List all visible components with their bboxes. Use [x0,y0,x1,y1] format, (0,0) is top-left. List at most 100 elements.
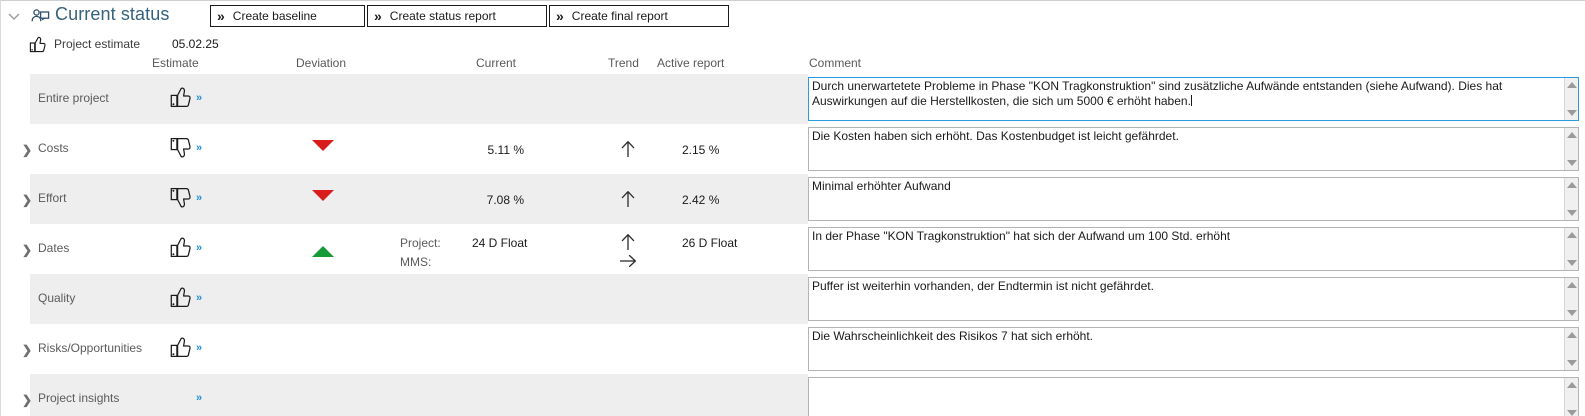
column-header-active-report: Active report [657,56,725,70]
scroll-down-icon[interactable] [1567,210,1577,216]
trend-arrow-right-icon [618,251,638,271]
active-report-value: 26 D Float [682,236,738,250]
scroll-up-icon[interactable] [1567,282,1577,288]
create-baseline-label: Create baseline [232,9,317,23]
comment-textarea[interactable]: Minimal erhöhter Aufwand [808,177,1579,221]
row-expander-costs[interactable]: ❯ [21,143,33,157]
thumbs-up-icon[interactable] [28,35,48,54]
panel-top-divider [0,0,1585,1]
status-person-icon [30,7,50,27]
row-expander-effort[interactable]: ❯ [21,193,33,207]
trend-cell [600,124,658,174]
estimate-detail-link[interactable]: » [196,342,203,354]
double-chevron-right-icon: » [556,8,564,24]
create-baseline-button[interactable]: » Create baseline [210,5,365,27]
comment-textarea[interactable]: Die Wahrscheinlichkeit des Risikos 7 hat… [808,327,1579,371]
scroll-down-icon[interactable] [1567,310,1577,316]
chevron-down-icon[interactable] [5,8,23,26]
comment-scrollbar[interactable] [1564,378,1578,416]
comment-textarea[interactable]: Die Kosten haben sich erhöht. Das Kosten… [808,127,1579,171]
current-value: 5.11 % [487,143,524,157]
comment-scrollbar[interactable] [1564,228,1578,270]
thumbs-up-icon[interactable] [168,235,194,261]
current-cell: 7.08 % [380,174,540,224]
page-title: Current status [55,4,170,24]
active-report-cell [658,324,798,374]
current-cell: 5.11 % [380,124,540,174]
comment-textarea[interactable]: In der Phase "KON Tragkonstruktion" hat … [808,227,1579,271]
comment-scrollbar[interactable] [1564,128,1578,170]
trend-arrow-up-icon [618,232,638,252]
row-background [30,74,808,124]
comment-text: In der Phase "KON Tragkonstruktion" hat … [812,229,1231,243]
scroll-down-icon[interactable] [1567,160,1577,166]
current-cell [380,374,540,416]
estimate-detail-link[interactable]: » [196,192,203,204]
current-value: 7.08 % [486,193,524,207]
comment-scrollbar[interactable] [1564,328,1578,370]
trend-cell [600,324,658,374]
scroll-up-icon[interactable] [1567,332,1577,338]
scroll-up-icon[interactable] [1567,382,1577,388]
scroll-down-icon[interactable] [1567,110,1577,116]
table-row[interactable]: ❯ Costs » 5.11 % 2.15 % [0,124,1585,174]
trend-cell [600,274,658,324]
column-header-comment: Comment [809,56,862,70]
trend-cell [600,74,658,124]
column-header-trend: Trend [608,56,639,70]
thumbs-up-icon[interactable] [168,335,194,361]
table-row[interactable]: ❯ Dates » Project: 24 D Float MMS: 26 D Float [0,224,1585,274]
comment-textarea[interactable] [808,377,1579,416]
scroll-up-icon[interactable] [1567,82,1577,88]
table-row[interactable]: ❯ Effort » 7.08 % 2.42 % [0,174,1585,224]
thumbs-down-icon[interactable] [168,135,194,161]
comment-textarea[interactable]: Durch unerwartetete Probleme in Phase "K… [808,77,1579,121]
table-row[interactable]: ❯ Risks/Opportunities » [0,324,1585,374]
scroll-up-icon[interactable] [1567,182,1577,188]
deviation-down-icon [312,190,346,208]
trend-cell [600,374,658,416]
active-report-cell [658,74,798,124]
create-final-report-button[interactable]: » Create final report [549,5,729,27]
trend-arrow-up-icon [618,139,638,159]
estimate-detail-link[interactable]: » [196,392,203,404]
thumbs-up-icon[interactable] [168,285,194,311]
estimate-detail-link[interactable]: » [196,92,203,104]
panel-header: Current status » Create baseline » Creat… [0,0,1585,36]
row-label-project-insights: Project insights [38,391,120,405]
thumbs-down-icon[interactable] [168,185,194,211]
scroll-down-icon[interactable] [1567,260,1577,266]
comment-scrollbar[interactable] [1564,278,1578,320]
thumbs-up-icon[interactable] [168,85,194,111]
estimate-detail-link[interactable]: » [196,292,203,304]
current-cell [380,274,540,324]
estimate-detail-link[interactable]: » [196,142,203,154]
row-expander-project-insights[interactable]: ❯ [21,393,33,407]
comment-scrollbar[interactable] [1564,178,1578,220]
panel-left-divider [0,0,1,416]
table-row[interactable]: ❯ Project insights » [0,374,1585,416]
row-background [30,174,808,224]
trend-arrow-up-icon [618,189,638,209]
row-expander-dates[interactable]: ❯ [21,243,33,257]
table-row[interactable]: Entire project » [0,74,1585,124]
comment-scrollbar[interactable] [1564,78,1578,120]
create-status-report-button[interactable]: » Create status report [367,5,547,27]
row-expander-risks-opportunities[interactable]: ❯ [21,343,33,357]
comment-textarea[interactable]: Puffer ist weiterhin vorhanden, der Endt… [808,277,1579,321]
scroll-up-icon[interactable] [1567,232,1577,238]
active-report-cell: 2.42 % [658,174,798,224]
active-report-value: 2.42 % [682,193,720,207]
scroll-up-icon[interactable] [1567,132,1577,138]
row-background [30,274,808,324]
active-report-cell: 26 D Float [658,224,798,274]
scroll-down-icon[interactable] [1567,410,1577,416]
table-row[interactable]: Quality » [0,274,1585,324]
trend-cell [600,224,658,274]
scroll-down-icon[interactable] [1567,360,1577,366]
estimate-detail-link[interactable]: » [196,242,203,254]
double-chevron-right-icon: » [217,8,225,24]
active-report-cell [658,274,798,324]
create-status-report-label: Create status report [389,9,496,23]
